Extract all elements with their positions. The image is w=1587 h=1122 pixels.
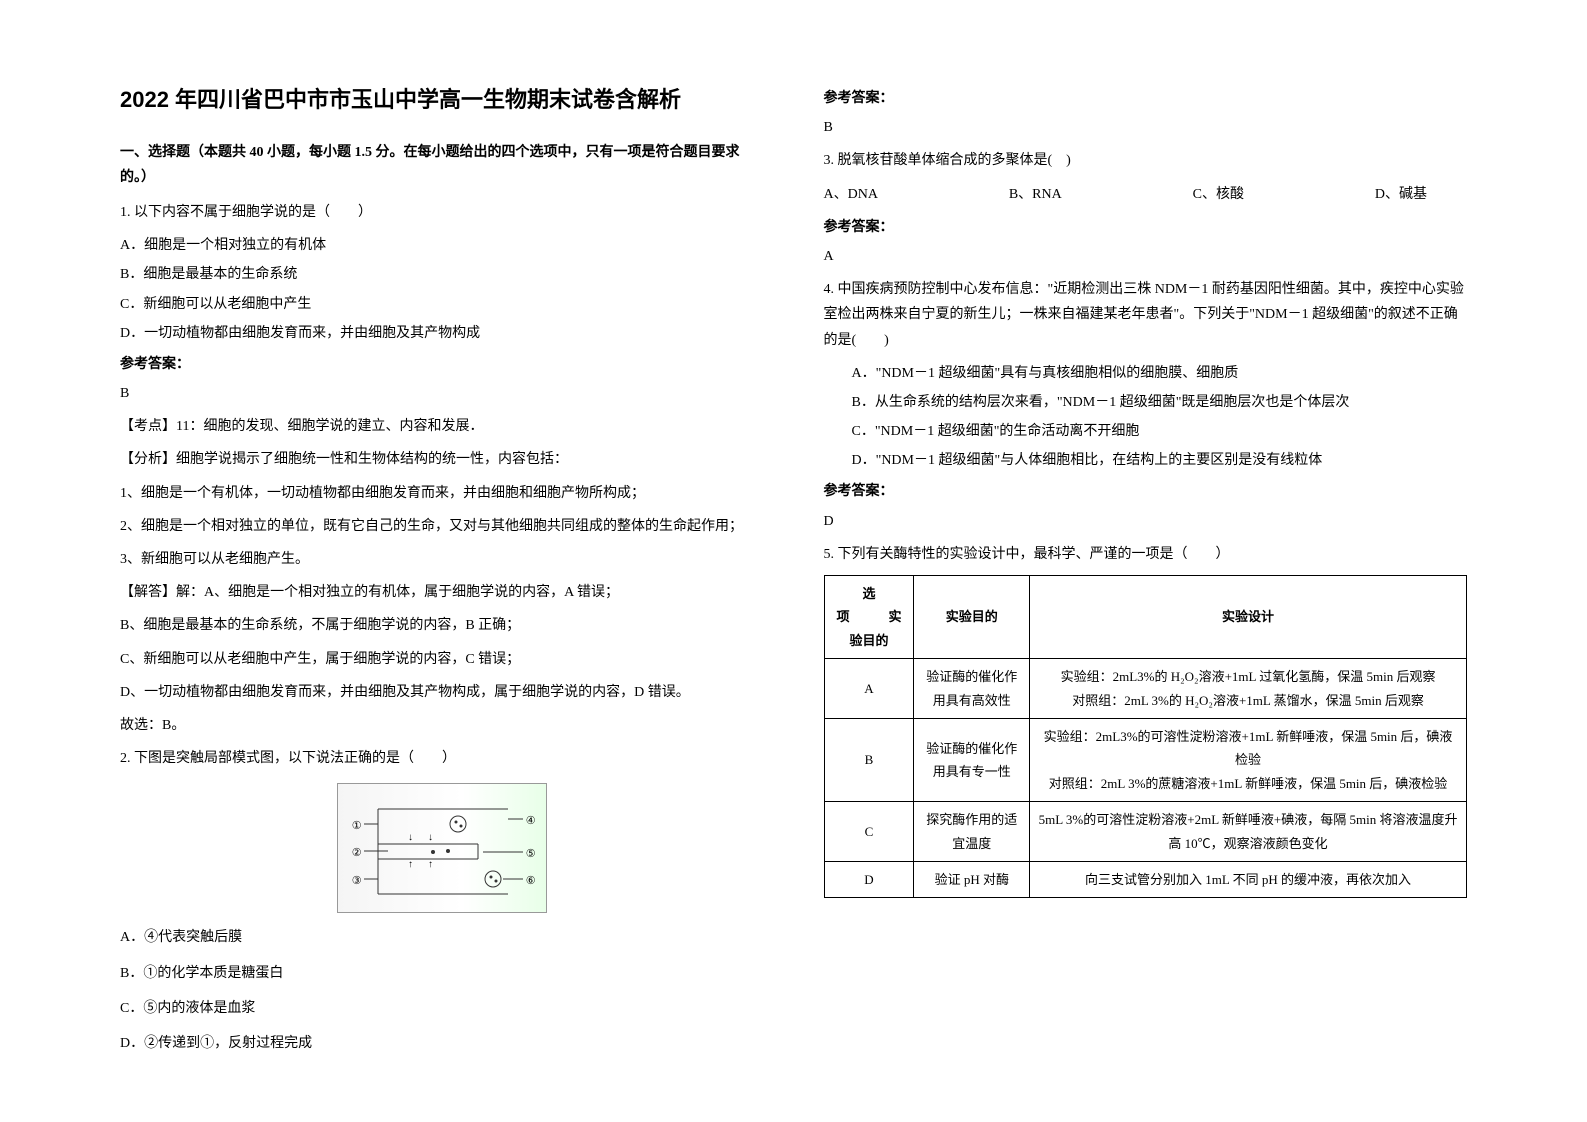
svg-text:↑: ↑ — [428, 859, 433, 870]
q4-c: C．"NDM－1 超级细菌"的生命活动离不开细胞 — [824, 419, 1468, 444]
th-design: 实验设计 — [1030, 576, 1467, 659]
section-header: 一、选择题（本题共 40 小题，每小题 1.5 分。在每小题给出的四个选项中，只… — [120, 140, 764, 190]
svg-text:↓: ↓ — [428, 832, 433, 843]
q3-b: B、RNA — [1009, 182, 1062, 207]
q1-l1: 1、细胞是一个有机体，一切动植物都由细胞发育而来，并由细胞和细胞产物所构成； — [120, 481, 764, 506]
q2-d: D．②传递到①，反射过程完成 — [120, 1031, 764, 1056]
svg-text:↓: ↓ — [408, 832, 413, 843]
q1-ans: B — [120, 381, 764, 406]
q2-ans-label: 参考答案： — [824, 86, 1468, 111]
q1-final: 故选：B。 — [120, 713, 764, 738]
q1-l3: 3、新细胞可以从老细胞产生。 — [120, 547, 764, 572]
q2-a: A．④代表突触后膜 — [120, 925, 764, 950]
q1-d: D．一切动植物都由细胞发育而来，并由细胞及其产物构成 — [120, 321, 764, 346]
q1-sb: B、细胞是最基本的生命系统，不属于细胞学说的内容，B 正确； — [120, 613, 764, 638]
table-row: A 验证酶的催化作用具有高效性 实验组：2mL3%的 H₂O₂溶液+1mL 过氧… — [824, 659, 1467, 719]
synapse-diagram: ↓ ↓ ↑ ↑ ① ② ③ ④ ⑤ ⑥ — [337, 783, 547, 913]
diagram-l1: ① — [352, 817, 362, 837]
cell-o-0: A — [824, 659, 914, 719]
q1-exam: 【考点】11：细胞的发现、细胞学说的建立、内容和发展． — [120, 414, 764, 439]
q2-diagram-container: ↓ ↓ ↑ ↑ ① ② ③ ④ ⑤ ⑥ — [120, 783, 764, 913]
table-body: A 验证酶的催化作用具有高效性 实验组：2mL3%的 H₂O₂溶液+1mL 过氧… — [824, 659, 1467, 898]
q3-a: A、DNA — [824, 182, 878, 207]
table-row: B 验证酶的催化作用具有专一性 实验组：2mL3%的可溶性淀粉溶液+1mL 新鲜… — [824, 718, 1467, 801]
svg-text:↑: ↑ — [408, 859, 413, 870]
q4-ans: D — [824, 509, 1468, 534]
q3-options: A、DNA B、RNA C、核酸 D、碱基 — [824, 182, 1468, 207]
right-column: 参考答案： B 3. 脱氧核苷酸单体缩合成的多聚体是( ) A、DNA B、RN… — [794, 80, 1488, 1082]
q1-ans-label: 参考答案： — [120, 352, 764, 377]
cell-p-1: 验证酶的催化作用具有专一性 — [914, 718, 1030, 801]
table-row: C 探究酶作用的适宜温度 5mL 3%的可溶性淀粉溶液+2mL 新鲜唾液+碘液，… — [824, 802, 1467, 862]
cell-d-3: 向三支试管分别加入 1mL 不同 pH 的缓冲液，再依次加入 — [1030, 861, 1467, 897]
q4-b: B．从生命系统的结构层次来看，"NDM－1 超级细菌"既是细胞层次也是个体层次 — [824, 390, 1468, 415]
cell-p-0: 验证酶的催化作用具有高效性 — [914, 659, 1030, 719]
th-purpose: 实验目的 — [914, 576, 1030, 659]
q4-d: D．"NDM－1 超级细菌"与人体细胞相比，在结构上的主要区别是没有线粒体 — [824, 448, 1468, 473]
synapse-svg: ↓ ↓ ↑ ↑ — [338, 784, 548, 914]
q3-ans-label: 参考答案： — [824, 215, 1468, 240]
q1-stem: 1. 以下内容不属于细胞学说的是（ ） — [120, 200, 764, 225]
q4-stem: 4. 中国疾病预防控制中心发布信息："近期检测出三株 NDM－1 耐药基因阳性细… — [824, 277, 1468, 353]
cell-p-2: 探究酶作用的适宜温度 — [914, 802, 1030, 862]
q1-a: A．细胞是一个相对独立的有机体 — [120, 233, 764, 258]
table-row: D 验证 pH 对酶 向三支试管分别加入 1mL 不同 pH 的缓冲液，再依次加… — [824, 861, 1467, 897]
q1-sc: C、新细胞可以从老细胞中产生，属于细胞学说的内容，C 错误； — [120, 647, 764, 672]
cell-o-2: C — [824, 802, 914, 862]
q2-c: C．⑤内的液体是血浆 — [120, 996, 764, 1021]
q3-stem: 3. 脱氧核苷酸单体缩合成的多聚体是( ) — [824, 148, 1468, 173]
q5-table: 选项 实验目的 实验目的 实验设计 A 验证酶的催化作用具有高效性 实验组：2m… — [824, 575, 1468, 898]
q3-ans: A — [824, 244, 1468, 269]
diagram-l3: ③ — [352, 872, 362, 892]
cell-o-3: D — [824, 861, 914, 897]
q2-stem: 2. 下图是突触局部模式图，以下说法正确的是（ ） — [120, 746, 764, 771]
cell-d-1: 实验组：2mL3%的可溶性淀粉溶液+1mL 新鲜唾液，保温 5min 后，碘液检… — [1030, 718, 1467, 801]
th-option: 选项 实验目的 — [824, 576, 914, 659]
q1-l2: 2、细胞是一个相对独立的单位，既有它自己的生命，又对与其他细胞共同组成的整体的生… — [120, 514, 764, 539]
left-column: 2022 年四川省巴中市市玉山中学高一生物期末试卷含解析 一、选择题（本题共 4… — [100, 80, 794, 1082]
cell-d-0: 实验组：2mL3%的 H₂O₂溶液+1mL 过氧化氢酶，保温 5min 后观察 … — [1030, 659, 1467, 719]
q1-sd: D、一切动植物都由细胞发育而来，并由细胞及其产物构成，属于细胞学说的内容，D 错… — [120, 680, 764, 705]
q3-d: D、碱基 — [1375, 182, 1427, 207]
page-title: 2022 年四川省巴中市市玉山中学高一生物期末试卷含解析 — [120, 80, 764, 120]
q2-b: B．①的化学本质是糖蛋白 — [120, 961, 764, 986]
q1-analysis: 【分析】细胞学说揭示了细胞统一性和生物体结构的统一性，内容包括： — [120, 447, 764, 472]
q5-stem: 5. 下列有关酶特性的实验设计中，最科学、严谨的一项是（ ） — [824, 542, 1468, 567]
cell-p-3: 验证 pH 对酶 — [914, 861, 1030, 897]
q2-ans: B — [824, 115, 1468, 140]
diagram-l5: ⑤ — [526, 845, 536, 865]
cell-d-2: 5mL 3%的可溶性淀粉溶液+2mL 新鲜唾液+碘液，每隔 5min 将溶液温度… — [1030, 802, 1467, 862]
cell-o-1: B — [824, 718, 914, 801]
q4-a: A．"NDM－1 超级细菌"具有与真核细胞相似的细胞膜、细胞质 — [824, 361, 1468, 386]
table-header-row: 选项 实验目的 实验目的 实验设计 — [824, 576, 1467, 659]
diagram-l6: ⑥ — [526, 872, 536, 892]
diagram-l4: ④ — [526, 812, 536, 832]
diagram-l2: ② — [352, 844, 362, 864]
q3-c: C、核酸 — [1193, 182, 1244, 207]
q1-b: B．细胞是最基本的生命系统 — [120, 262, 764, 287]
q1-solve: 【解答】解：A、细胞是一个相对独立的有机体，属于细胞学说的内容，A 错误； — [120, 580, 764, 605]
q1-c: C．新细胞可以从老细胞中产生 — [120, 292, 764, 317]
q4-ans-label: 参考答案： — [824, 479, 1468, 504]
